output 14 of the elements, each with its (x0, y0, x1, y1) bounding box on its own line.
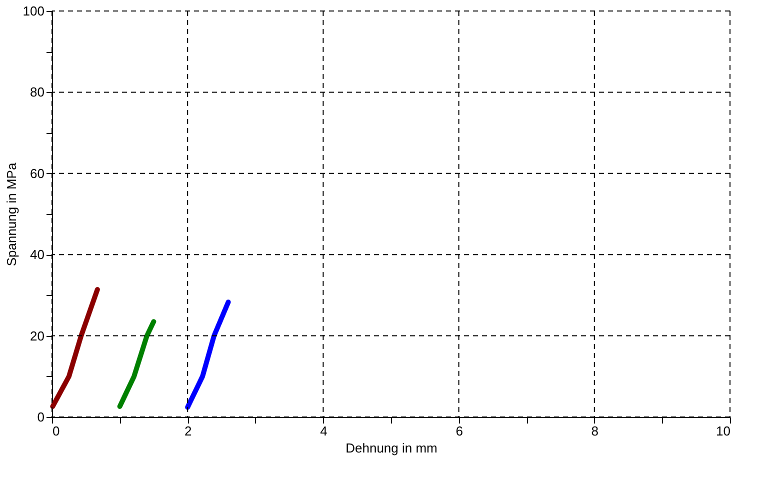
y-tick-label: 60 (30, 166, 44, 181)
y-tick-label: 80 (30, 84, 44, 100)
y-tick-label: 0 (37, 410, 44, 424)
y-tick-label: 20 (30, 328, 44, 344)
y-tick-label: 40 (30, 247, 44, 262)
x-tick-label: 10 (716, 424, 730, 438)
x-tick-label: 4 (320, 424, 328, 438)
x-tick-label: 2 (184, 424, 192, 438)
y-axis-title: Spannung in MPa (4, 162, 19, 266)
x-tick-label: 6 (456, 424, 463, 438)
x-axis-title: Dehnung in mm (346, 440, 438, 456)
x-tick-label: 8 (591, 424, 599, 438)
x-tick-label: 0 (52, 424, 60, 438)
y-tick-label: 100 (22, 4, 44, 18)
